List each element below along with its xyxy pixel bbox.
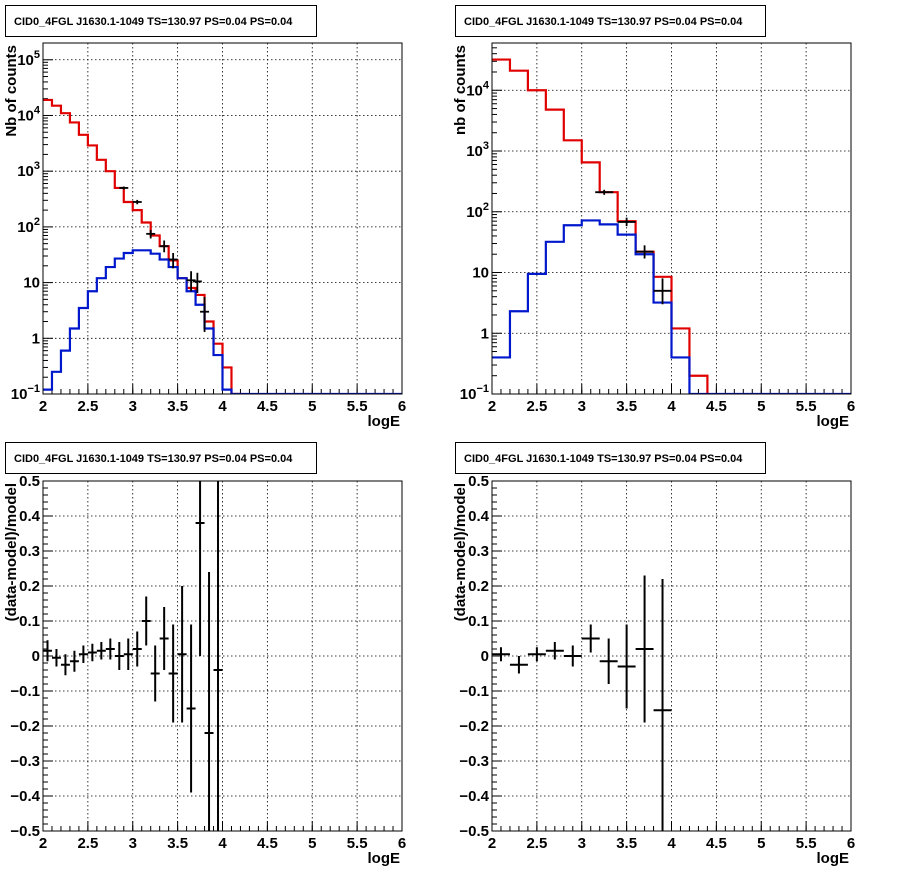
y-tick-label: 10: [472, 265, 489, 282]
y-axis-title: (data-model)/model: [3, 483, 20, 621]
x-tick-label: 6: [847, 835, 855, 852]
y-tick-label: 104: [17, 104, 41, 124]
x-tick-label: 5: [757, 398, 765, 415]
x-tick-label: 2.5: [77, 398, 98, 415]
y-tick-label: −0.2: [459, 718, 489, 735]
x-tick-label: 5.5: [796, 835, 817, 852]
y-tick-label: 1: [481, 325, 489, 342]
x-tick-label: 3: [129, 835, 137, 852]
y-tick-label: −0.4: [10, 788, 40, 805]
plot-frame: [491, 42, 852, 395]
y-tick-label: −0.2: [10, 718, 40, 735]
x-tick-label: 3: [578, 835, 586, 852]
y-tick-label: −0.3: [459, 753, 489, 770]
x-tick-label: 3.5: [167, 835, 188, 852]
y-tick-label: −0.5: [10, 823, 40, 840]
y-tick-label: 0.1: [19, 613, 40, 630]
plot-frame: [42, 480, 403, 832]
y-tick-label: 1: [32, 330, 40, 347]
x-tick-label: 4: [218, 835, 227, 852]
x-tick-label: 2.5: [526, 835, 547, 852]
y-tick-label: 0: [481, 648, 489, 665]
x-tick-label: 4: [667, 398, 676, 415]
y-tick-label: 0: [32, 648, 40, 665]
y-tick-label: 0.5: [19, 473, 40, 490]
x-tick-label: 3.5: [167, 398, 188, 415]
x-tick-label: 5.5: [347, 398, 368, 415]
source-histogram: [492, 219, 851, 394]
y-tick-label: 103: [466, 140, 489, 160]
panel-title: CID0_4FGL J1630.1-1049 TS=130.97 PS=0.04…: [5, 442, 317, 474]
x-tick-label: 4.5: [257, 835, 278, 852]
y-tick-label: 10−1: [11, 383, 40, 403]
x-tick-label: 5.5: [796, 398, 817, 415]
x-tick-label: 2: [39, 835, 47, 852]
x-tick-label: 2: [488, 398, 496, 415]
source-histogram: [43, 249, 402, 394]
y-tick-label: 0.4: [468, 508, 490, 525]
x-tick-label: 6: [398, 835, 406, 852]
y-tick-label: 0.5: [468, 473, 489, 490]
x-tick-label: 4: [667, 835, 676, 852]
plot-area: [43, 98, 402, 394]
y-axis-title: (data-model)/model: [452, 483, 469, 621]
y-tick-label: −0.1: [10, 683, 40, 700]
x-tick-label: 5: [308, 398, 316, 415]
y-tick-label: −0.4: [459, 788, 489, 805]
y-tick-label: 0.2: [468, 578, 489, 595]
x-tick-label: 5.5: [347, 835, 368, 852]
y-tick-label: 10: [23, 275, 40, 292]
x-axis-title: logE: [368, 413, 401, 430]
x-axis-title: logE: [817, 850, 850, 867]
x-tick-label: 2: [39, 398, 47, 415]
x-tick-label: 3: [578, 398, 586, 415]
x-tick-label: 2.5: [77, 835, 98, 852]
y-tick-label: −0.3: [10, 753, 40, 770]
y-tick-label: 102: [466, 201, 489, 221]
y-tick-label: 105: [17, 49, 40, 69]
plot-area: [492, 58, 851, 394]
y-tick-label: 10−1: [460, 383, 489, 403]
panel-title: CID0_4FGL J1630.1-1049 TS=130.97 PS=0.04…: [455, 442, 766, 474]
x-tick-label: 4.5: [706, 835, 727, 852]
y-tick-label: 0.3: [19, 543, 40, 560]
y-tick-label: 102: [17, 216, 40, 236]
x-tick-label: 4.5: [706, 398, 727, 415]
plot-frame: [42, 42, 403, 395]
y-tick-label: −0.5: [459, 823, 489, 840]
x-tick-label: 2.5: [526, 398, 547, 415]
x-tick-label: 4.5: [257, 398, 278, 415]
x-tick-label: 6: [847, 398, 855, 415]
y-axis-title: Nb of counts: [3, 45, 20, 137]
plot-frame: [491, 480, 852, 832]
x-tick-label: 3.5: [616, 398, 637, 415]
panel-title: CID0_4FGL J1630.1-1049 TS=130.97 PS=0.04…: [5, 5, 317, 37]
plot-area: [43, 481, 223, 831]
plot-area: [492, 575, 672, 831]
y-tick-label: 0.3: [468, 543, 489, 560]
x-tick-label: 3: [129, 398, 137, 415]
x-tick-label: 5: [757, 835, 765, 852]
y-tick-label: 0.2: [19, 578, 40, 595]
y-tick-label: 0.4: [19, 508, 41, 525]
x-tick-label: 4: [218, 398, 227, 415]
x-axis-title: logE: [368, 850, 401, 867]
y-tick-label: 103: [17, 160, 40, 180]
y-tick-label: −0.1: [459, 683, 489, 700]
x-axis-title: logE: [817, 413, 850, 430]
y-tick-label: 104: [466, 79, 490, 99]
x-tick-label: 3.5: [616, 835, 637, 852]
panel-title: CID0_4FGL J1630.1-1049 TS=130.97 PS=0.04…: [455, 5, 766, 37]
x-tick-label: 6: [398, 398, 406, 415]
y-tick-label: 0.1: [468, 613, 489, 630]
x-tick-label: 2: [488, 835, 496, 852]
x-tick-label: 5: [308, 835, 316, 852]
y-axis-title: nb of counts: [452, 45, 469, 135]
